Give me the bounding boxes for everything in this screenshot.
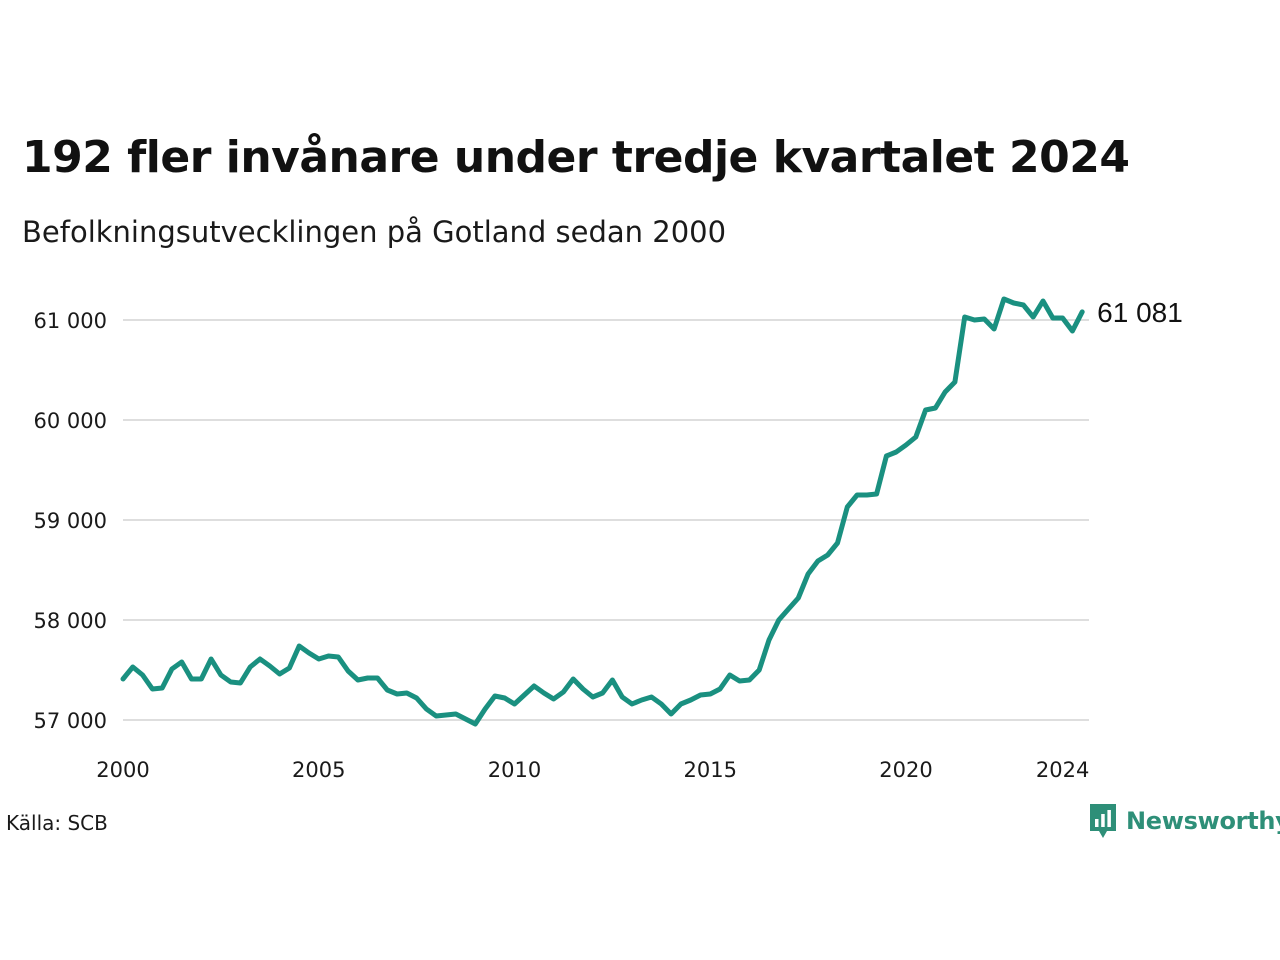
y-tick-label: 60 000 <box>34 409 107 433</box>
x-axis-ticks: 2000 2005 2010 2015 2020 2024 <box>96 758 1089 782</box>
x-tick-label: 2005 <box>292 758 345 782</box>
y-axis-ticks: 57 000 58 000 59 000 60 000 61 000 <box>34 309 107 733</box>
brand-logo: Newsworthy <box>1088 802 1280 840</box>
y-tick-label: 57 000 <box>34 709 107 733</box>
x-tick-label: 2024 <box>1036 758 1089 782</box>
brand-name: Newsworthy <box>1126 807 1280 835</box>
y-tick-label: 61 000 <box>34 309 107 333</box>
source-note: Källa: SCB <box>6 811 108 835</box>
series-line-population <box>120 296 1085 727</box>
x-tick-label: 2020 <box>879 758 932 782</box>
y-tick-label: 58 000 <box>34 609 107 633</box>
x-tick-label: 2000 <box>96 758 149 782</box>
x-tick-label: 2010 <box>488 758 541 782</box>
chart-title: 192 fler invånare under tredje kvartalet… <box>22 132 1130 183</box>
grid-lines <box>123 319 1089 721</box>
y-tick-label: 59 000 <box>34 509 107 533</box>
chart-subtitle: Befolkningsutvecklingen på Gotland sedan… <box>22 215 727 249</box>
end-value-label: 61 081 <box>1097 297 1183 328</box>
x-tick-label: 2015 <box>684 758 737 782</box>
newsworthy-logo-icon <box>1090 804 1116 838</box>
